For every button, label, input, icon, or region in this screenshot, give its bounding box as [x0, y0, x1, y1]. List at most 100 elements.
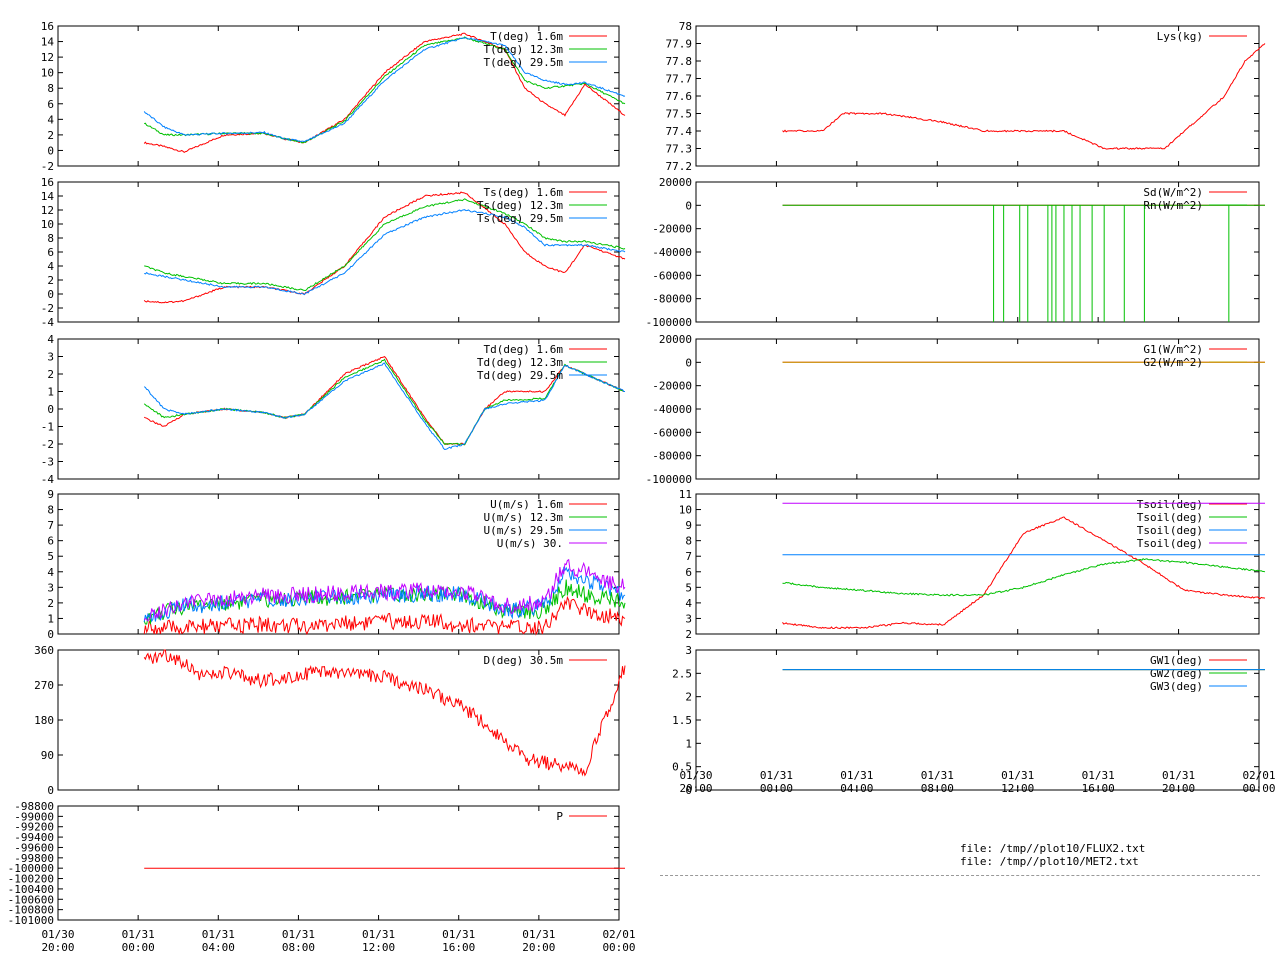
y-tick-label: -99000 — [14, 810, 54, 823]
y-tick-label: 5 — [47, 550, 54, 563]
right-x-date-label: 01/31 — [921, 769, 954, 782]
y-tick-label: -4 — [41, 316, 55, 329]
y-tick-label: 0 — [685, 199, 692, 212]
y-tick-label: 77.7 — [666, 73, 693, 86]
left-x-date-label: 02/01 — [602, 928, 635, 941]
y-tick-label: -20000 — [652, 223, 692, 236]
y-tick-label: 4 — [47, 113, 54, 126]
legend-label: Rn(W/m^2) — [1143, 199, 1203, 212]
y-tick-label: 8 — [685, 535, 692, 548]
plot-frame — [695, 493, 1260, 635]
legend-label: GW3(deg) — [1150, 680, 1203, 693]
right-x-date-label: 01/30 — [679, 769, 712, 782]
y-tick-label: 2 — [47, 274, 54, 287]
legend-label: Td(deg) 1.6m — [484, 343, 564, 356]
y-tick-label: -100600 — [8, 893, 54, 906]
left-x-date-label: 01/31 — [362, 928, 395, 941]
left-x-date-label: 01/31 — [202, 928, 235, 941]
y-tick-label: -100000 — [646, 473, 692, 486]
chart-panel-right-4: 234567891011Tsoil(deg)Tsoil(deg)Tsoil(de… — [679, 488, 1266, 641]
y-tick-label: 8 — [47, 504, 54, 517]
y-tick-label: 14 — [41, 190, 55, 203]
right-x-time-label: 20:00 — [1162, 782, 1195, 795]
y-tick-label: 2 — [47, 597, 54, 610]
y-tick-label: 9 — [685, 519, 692, 532]
legend-label: T(deg) 12.3m — [484, 43, 564, 56]
y-tick-label: -80000 — [652, 293, 692, 306]
y-tick-label: 2.5 — [672, 667, 692, 680]
left-x-date-label: 01/31 — [442, 928, 475, 941]
legend-label: Tsoil(deg) — [1137, 537, 1203, 550]
y-tick-label: -2 — [41, 438, 54, 451]
legend-label: GW2(deg) — [1150, 667, 1203, 680]
y-tick-label: -4 — [41, 473, 55, 486]
series-line-3 — [143, 558, 626, 622]
plot-frame — [695, 25, 1260, 167]
y-tick-label: 77.5 — [666, 108, 693, 121]
y-tick-label: 6 — [47, 98, 54, 111]
series-line-0 — [143, 356, 626, 446]
y-tick-label: 4 — [47, 260, 54, 273]
series-line-2 — [144, 209, 626, 296]
chart-panel-left-1: -2 0 2 4 6 8 10 12 14 16 T(deg) 1.6mT(deg) 12.3mT(… — [41, 20, 626, 173]
y-tick-label: 7 — [685, 550, 692, 563]
legend-label: P — [556, 810, 563, 823]
y-tick-label: 4 — [47, 566, 54, 579]
y-tick-label: 6 — [47, 246, 54, 259]
right-x-time-label: 16:00 — [1082, 782, 1115, 795]
legend-label: Tsoil(deg) — [1137, 511, 1203, 524]
y-tick-label: -99200 — [14, 821, 54, 834]
y-tick-label: -60000 — [652, 426, 692, 439]
y-tick-label: 6 — [47, 535, 54, 548]
y-tick-label: 3 — [685, 644, 692, 657]
y-tick-label: 77.3 — [666, 143, 693, 156]
y-tick-label: 8 — [47, 232, 54, 245]
left-x-date-label: 01/31 — [122, 928, 155, 941]
y-tick-label: 0 — [47, 628, 54, 641]
legend-label: Ts(deg) 12.3m — [477, 199, 563, 212]
series-line-1 — [144, 36, 626, 144]
left-x-date-label: 01/31 — [282, 928, 315, 941]
y-tick-label: -40000 — [652, 246, 692, 259]
series-line-2 — [143, 362, 625, 451]
legend-label: Lys(kg) — [1157, 30, 1203, 43]
series-line-2 — [143, 37, 626, 143]
y-tick-label: 10 — [679, 504, 692, 517]
y-tick-label: -101000 — [8, 914, 54, 927]
y-tick-label: 77.6 — [666, 90, 693, 103]
chart-panel-right-3: -100000 -80000 -60000 -40000 -20000 0 20000 G1(… — [646, 333, 1265, 486]
y-tick-label: 10 — [41, 67, 54, 80]
series-line-0 — [143, 649, 626, 777]
y-tick-label: 0 — [47, 144, 54, 157]
y-tick-label: 3 — [47, 351, 54, 364]
plot-frame — [57, 25, 620, 167]
y-tick-label: 3 — [685, 612, 692, 625]
legend-label: GW1(deg) — [1150, 654, 1203, 667]
left-x-time-label: 16:00 — [442, 941, 475, 954]
y-tick-label: 11 — [679, 488, 692, 501]
legend-label: U(m/s) 29.5m — [484, 524, 564, 537]
file-list: file: /tmp//plot10/FLUX2.txt file: /tmp/… — [960, 842, 1145, 868]
legend-label: U(m/s) 12.3m — [484, 511, 564, 524]
series-line-0 — [143, 595, 626, 636]
chart-panel-right-2: -100000 -80000 -60000 -40000 -20000 0 20000 Sd(… — [646, 176, 1265, 329]
chart-panel-left-6: -101000-100800-100600-100400-100200-1000… — [8, 800, 625, 927]
y-tick-label: 78 — [679, 20, 692, 33]
y-tick-label: 7 — [47, 519, 54, 532]
legend-label: Tsoil(deg) — [1137, 498, 1203, 511]
series-line-0 — [143, 191, 626, 304]
right-x-time-label: 20:00 — [679, 782, 712, 795]
y-tick-label: 16 — [41, 20, 54, 33]
right-x-time-label: 00:00 — [1242, 782, 1275, 795]
y-tick-label: 14 — [41, 36, 55, 49]
right-x-time-label: 00:00 — [760, 782, 793, 795]
y-tick-label: 8 — [47, 82, 54, 95]
y-tick-label: 270 — [34, 679, 54, 692]
y-tick-label: 77.2 — [666, 160, 693, 173]
y-tick-label: 0 — [47, 784, 54, 797]
y-tick-label: -100000 — [646, 316, 692, 329]
y-tick-label: 2 — [47, 129, 54, 142]
plot-frame — [57, 493, 620, 635]
